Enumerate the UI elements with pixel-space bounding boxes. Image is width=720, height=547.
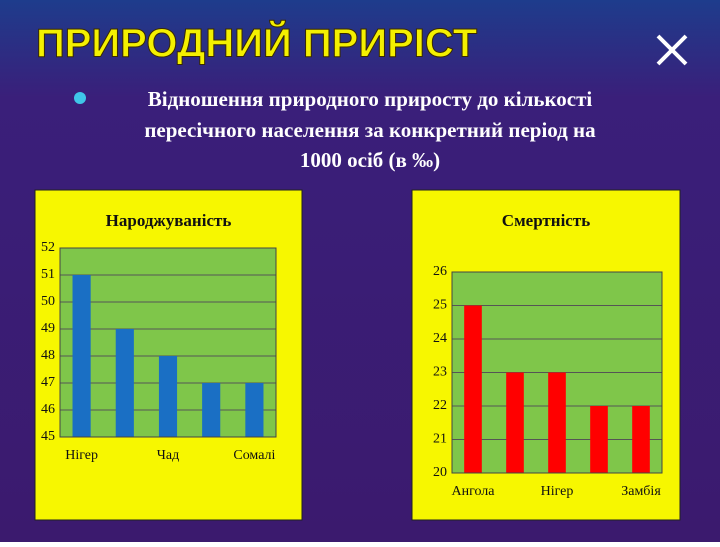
bar bbox=[245, 383, 264, 437]
plot-border bbox=[59, 247, 277, 438]
x-tick-label: Нігер bbox=[65, 448, 98, 463]
close-icon[interactable] bbox=[656, 34, 688, 66]
x-tick-label: Ангола bbox=[451, 484, 495, 499]
y-tick-label: 25 bbox=[433, 298, 447, 313]
y-tick-label: 20 bbox=[433, 465, 447, 480]
y-tick-label: 45 bbox=[41, 429, 55, 444]
y-tick-label: 26 bbox=[433, 264, 447, 279]
x-tick-label: Нігер bbox=[541, 484, 574, 499]
y-tick-label: 21 bbox=[433, 432, 447, 447]
slide-title: ПРИРОДНИЙ ПРИРІСТ bbox=[36, 20, 477, 66]
close-button[interactable] bbox=[656, 34, 688, 66]
y-tick-label: 50 bbox=[41, 294, 55, 309]
y-tick-label: 47 bbox=[41, 375, 55, 390]
y-tick-label: 22 bbox=[433, 398, 447, 413]
bar bbox=[548, 372, 566, 473]
bar bbox=[72, 275, 91, 437]
y-tick-label: 51 bbox=[41, 267, 55, 282]
y-tick-label: 24 bbox=[433, 331, 447, 346]
bar bbox=[590, 406, 608, 473]
chart-title: Смертність bbox=[502, 211, 590, 230]
x-tick-label: Чад bbox=[157, 448, 179, 463]
y-tick-label: 46 bbox=[41, 402, 55, 417]
bullet bbox=[74, 92, 86, 104]
bullet-text: 1000 осіб (в ‰) bbox=[300, 148, 440, 172]
y-tick-label: 48 bbox=[41, 348, 55, 363]
chart-title: Народжуваність bbox=[106, 211, 232, 230]
bullet-text: пересічного населення за конкретний пері… bbox=[144, 118, 596, 142]
y-tick-label: 52 bbox=[41, 240, 55, 255]
y-tick-label: 49 bbox=[41, 321, 55, 336]
x-tick-label: Сомалі bbox=[233, 448, 275, 463]
plot-border bbox=[451, 271, 663, 474]
x-tick-label: Замбія bbox=[621, 484, 661, 499]
bullet-text: Відношення природного приросту до кілько… bbox=[148, 87, 593, 111]
bar bbox=[202, 383, 221, 437]
bar bbox=[632, 406, 650, 473]
bar bbox=[158, 356, 178, 437]
bar bbox=[115, 329, 134, 437]
bar bbox=[464, 305, 482, 473]
bar bbox=[506, 372, 524, 473]
y-tick-label: 23 bbox=[433, 365, 447, 380]
